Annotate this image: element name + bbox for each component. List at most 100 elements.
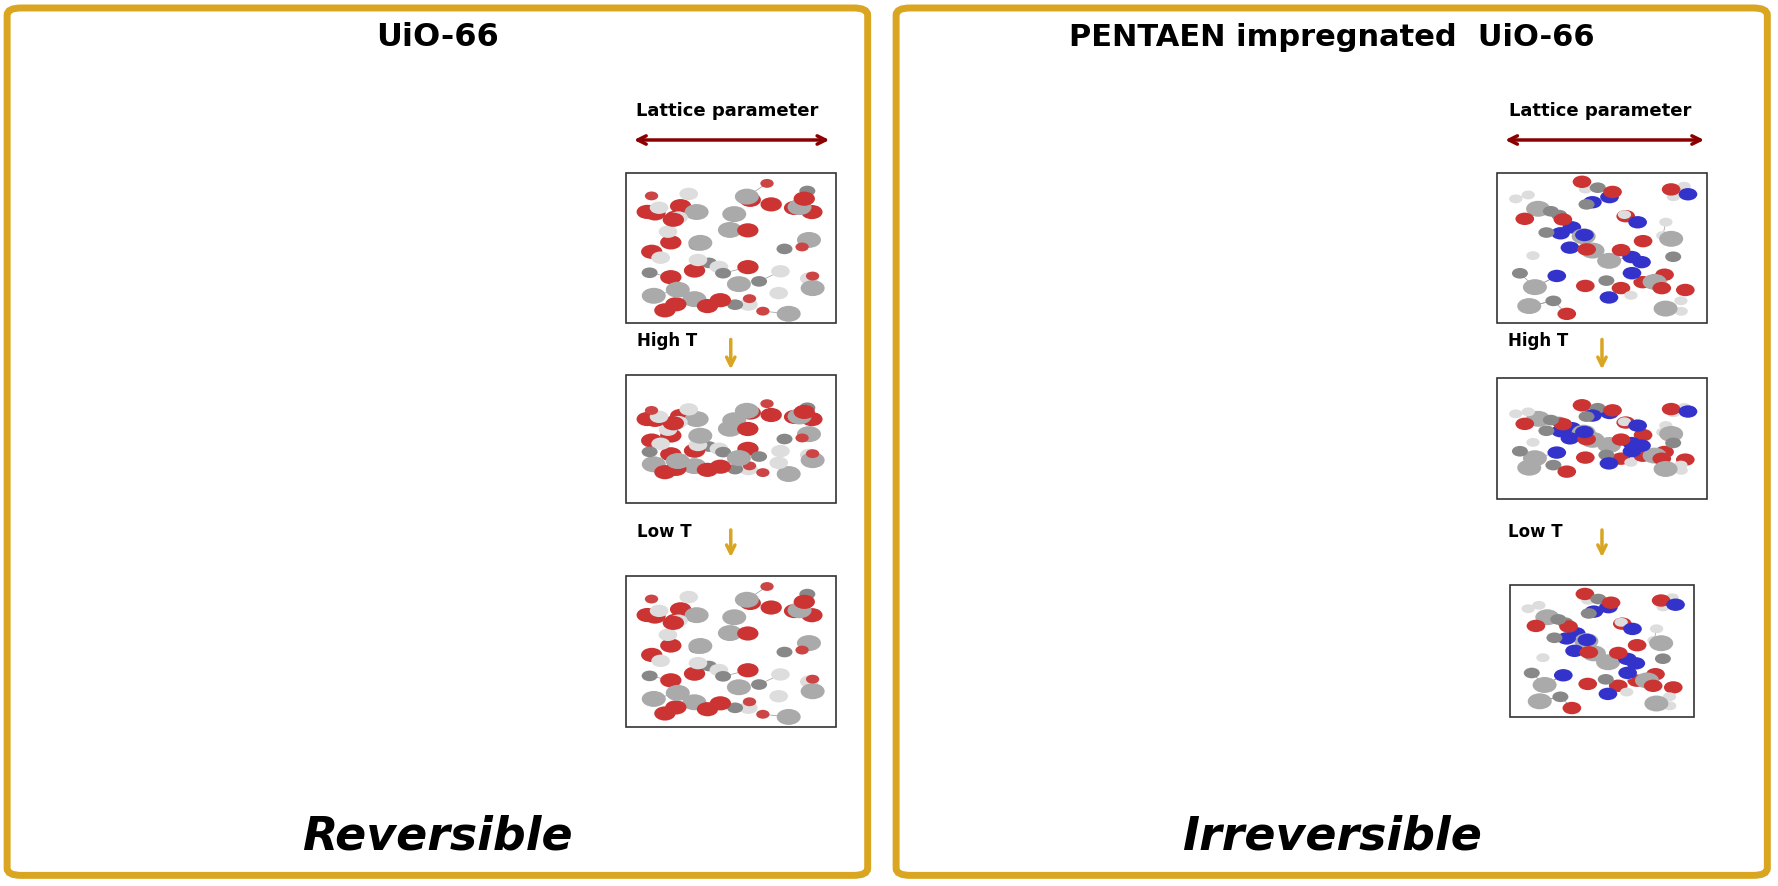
Ellipse shape [670,602,692,617]
Ellipse shape [1678,405,1698,417]
Text: 120V: 120V [1467,494,1497,507]
Ellipse shape [1526,438,1540,447]
Ellipse shape [777,709,800,725]
Ellipse shape [800,402,816,413]
Ellipse shape [1511,446,1527,456]
Ellipse shape [645,191,658,200]
Ellipse shape [1659,426,1684,442]
Ellipse shape [651,252,670,264]
Ellipse shape [740,406,761,420]
Ellipse shape [1575,587,1595,600]
Ellipse shape [670,199,692,214]
Ellipse shape [1666,252,1682,262]
Ellipse shape [679,591,699,603]
Ellipse shape [645,406,658,415]
Ellipse shape [1572,424,1595,440]
Text: PENTAEN impregnated  UiO-66: PENTAEN impregnated UiO-66 [1069,23,1595,51]
Ellipse shape [1547,633,1563,643]
Ellipse shape [1579,405,1591,414]
Ellipse shape [688,643,704,654]
Ellipse shape [1629,419,1646,431]
Ellipse shape [1536,653,1550,662]
Ellipse shape [1533,677,1556,693]
Ellipse shape [709,460,731,474]
Ellipse shape [727,276,750,292]
Ellipse shape [777,647,793,657]
Text: RTV: RTV [1467,601,1490,614]
Ellipse shape [734,592,759,608]
Ellipse shape [1650,635,1673,651]
Ellipse shape [1666,594,1678,602]
Ellipse shape [683,291,706,307]
Ellipse shape [772,265,789,277]
Ellipse shape [709,696,731,711]
Ellipse shape [1609,647,1627,659]
Ellipse shape [1620,688,1634,696]
Ellipse shape [1655,268,1673,281]
Ellipse shape [770,456,788,469]
Ellipse shape [718,222,741,238]
Ellipse shape [1600,291,1618,304]
Ellipse shape [1524,450,1547,466]
Ellipse shape [1632,439,1650,452]
Ellipse shape [688,235,713,251]
FancyBboxPatch shape [1510,585,1694,718]
Text: 120V: 120V [603,494,635,507]
Text: 200V: 200V [1467,422,1497,435]
Text: High T: High T [1508,332,1568,350]
Ellipse shape [1574,175,1591,188]
FancyBboxPatch shape [1497,173,1707,323]
Ellipse shape [1538,227,1554,237]
Ellipse shape [725,424,741,434]
Ellipse shape [756,468,770,477]
Ellipse shape [1618,666,1638,679]
Ellipse shape [1666,599,1686,611]
Ellipse shape [660,639,681,653]
Ellipse shape [1616,210,1636,222]
Ellipse shape [1524,668,1540,679]
Ellipse shape [1581,243,1604,259]
Ellipse shape [1620,671,1634,680]
Ellipse shape [697,462,718,477]
Text: 150V: 150V [1467,458,1497,470]
Ellipse shape [709,293,731,307]
FancyBboxPatch shape [1497,378,1707,499]
Ellipse shape [665,614,686,628]
Ellipse shape [645,595,658,603]
Ellipse shape [1629,216,1646,229]
Text: (200): (200) [473,143,523,160]
Ellipse shape [665,685,690,701]
Ellipse shape [761,582,773,591]
Ellipse shape [1643,274,1666,290]
Ellipse shape [793,191,814,206]
Ellipse shape [738,663,759,677]
Ellipse shape [722,412,747,428]
Ellipse shape [743,462,756,470]
Ellipse shape [750,680,766,690]
Ellipse shape [1558,307,1575,320]
Text: 200V: 200V [603,422,633,435]
Ellipse shape [644,610,665,624]
Ellipse shape [1625,458,1638,467]
Text: High T: High T [637,332,697,350]
Ellipse shape [1522,408,1534,416]
Ellipse shape [1563,222,1581,234]
Ellipse shape [722,206,747,222]
Ellipse shape [725,627,741,638]
Text: UiO-66: UiO-66 [375,22,500,52]
Ellipse shape [734,403,759,419]
Ellipse shape [740,702,757,714]
Ellipse shape [1666,408,1680,417]
Ellipse shape [658,629,677,641]
Ellipse shape [1590,183,1606,193]
Ellipse shape [1598,276,1614,286]
Ellipse shape [683,695,706,711]
Ellipse shape [1602,596,1620,609]
Ellipse shape [1652,453,1671,465]
Text: 100V: 100V [1467,279,1497,291]
Ellipse shape [1574,399,1591,411]
Ellipse shape [1550,227,1570,239]
Text: 150V: 150V [603,350,633,363]
Ellipse shape [1558,633,1575,645]
Ellipse shape [1554,418,1572,431]
